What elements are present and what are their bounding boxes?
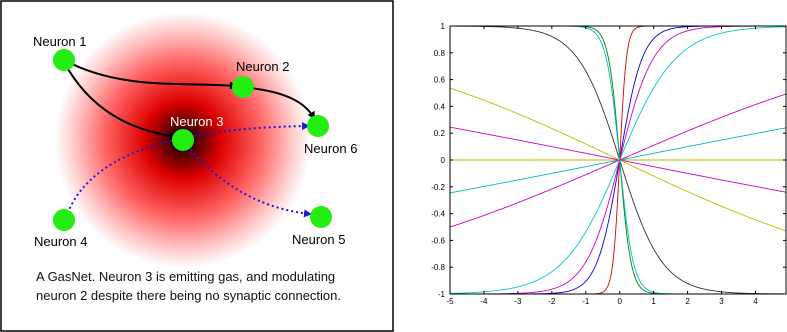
y-tick-label: 0 <box>441 156 446 165</box>
y-tick-label: -0.2 <box>431 183 445 192</box>
x-tick-label: -5 <box>446 297 454 306</box>
plot-background <box>404 0 787 332</box>
synapse-neuron1-to-neuron3 <box>63 61 178 141</box>
neuron-6: Neuron 6 <box>304 115 357 156</box>
neuron-4: Neuron 4 <box>34 209 87 249</box>
neuron-2: Neuron 2 <box>232 59 289 98</box>
x-tick-label: -3 <box>514 297 522 306</box>
curve-series-5 <box>449 26 787 294</box>
caption-line-2: neuron 2 despite there being no synaptic… <box>36 288 341 303</box>
neuron-3-node <box>172 129 194 151</box>
curve-series-4 <box>449 87 787 232</box>
y-tick-label: -0.6 <box>431 236 445 245</box>
gasnet-diagram: Neuron 1 Neuron 2 Neuron 3 Neuron 4 Neur… <box>0 0 394 332</box>
synapse-neuron1-to-neuron2 <box>63 59 238 90</box>
tanh-plot: -5 -4 -3 -2 -1 0 1 2 3 4 1 0.8 0.6 0.4 0.2 0 -0.2 -0.4 -0.… <box>404 0 787 332</box>
neuron-2-label: Neuron 2 <box>236 59 289 74</box>
neuron-6-label: Neuron 6 <box>304 141 357 156</box>
curve-series-3 <box>449 93 787 228</box>
y-tick-label: 1 <box>441 22 446 31</box>
neuron-5-node <box>310 206 332 228</box>
caption-line-1: A GasNet. Neuron 3 is emitting gas, and … <box>36 269 335 284</box>
x-tick-label: 0 <box>617 297 622 306</box>
x-tick-label: 4 <box>753 297 758 306</box>
synapse-neuron2-to-neuron6 <box>249 87 315 120</box>
x-tick-label: -2 <box>548 297 556 306</box>
curve-series-6 <box>450 25 786 295</box>
y-tick-label: 0.6 <box>434 76 446 85</box>
neuron-3: Neuron 3 <box>170 114 223 151</box>
x-tick-label: 2 <box>685 297 690 306</box>
neuron-1-node <box>53 49 75 71</box>
neuron-5: Neuron 5 <box>292 206 345 247</box>
neuron-1-label: Neuron 1 <box>33 34 86 49</box>
y-tick-label: -1 <box>438 290 446 299</box>
neuron-5-label: Neuron 5 <box>292 232 345 247</box>
x-tick-label: -1 <box>582 297 590 306</box>
x-tick-label: 1 <box>651 297 656 306</box>
x-tick-label: 3 <box>719 297 724 306</box>
plot-ticks: -5 -4 -3 -2 -1 0 1 2 3 4 1 0.8 0.6 0.4 0.2 0 -0.2 -0.4 -0.… <box>431 22 786 306</box>
modulation-neuron3-to-neuron5 <box>183 141 312 218</box>
y-tick-label: 0.2 <box>434 129 446 138</box>
neuron-3-label: Neuron 3 <box>170 114 223 129</box>
neuron-4-node <box>53 209 75 231</box>
y-tick-label: 0.4 <box>434 102 446 111</box>
modulation-neuron4-to-neuron6 <box>65 122 310 219</box>
y-tick-label: -0.4 <box>431 210 445 219</box>
neuron-2-node <box>232 76 254 98</box>
x-tick-label: -4 <box>480 297 488 306</box>
neuron-4-label: Neuron 4 <box>34 234 87 249</box>
y-tick-label: -0.8 <box>431 263 445 272</box>
y-tick-label: 0.8 <box>434 49 446 58</box>
neuron-6-node <box>307 115 329 137</box>
neuron-1: Neuron 1 <box>33 34 86 71</box>
